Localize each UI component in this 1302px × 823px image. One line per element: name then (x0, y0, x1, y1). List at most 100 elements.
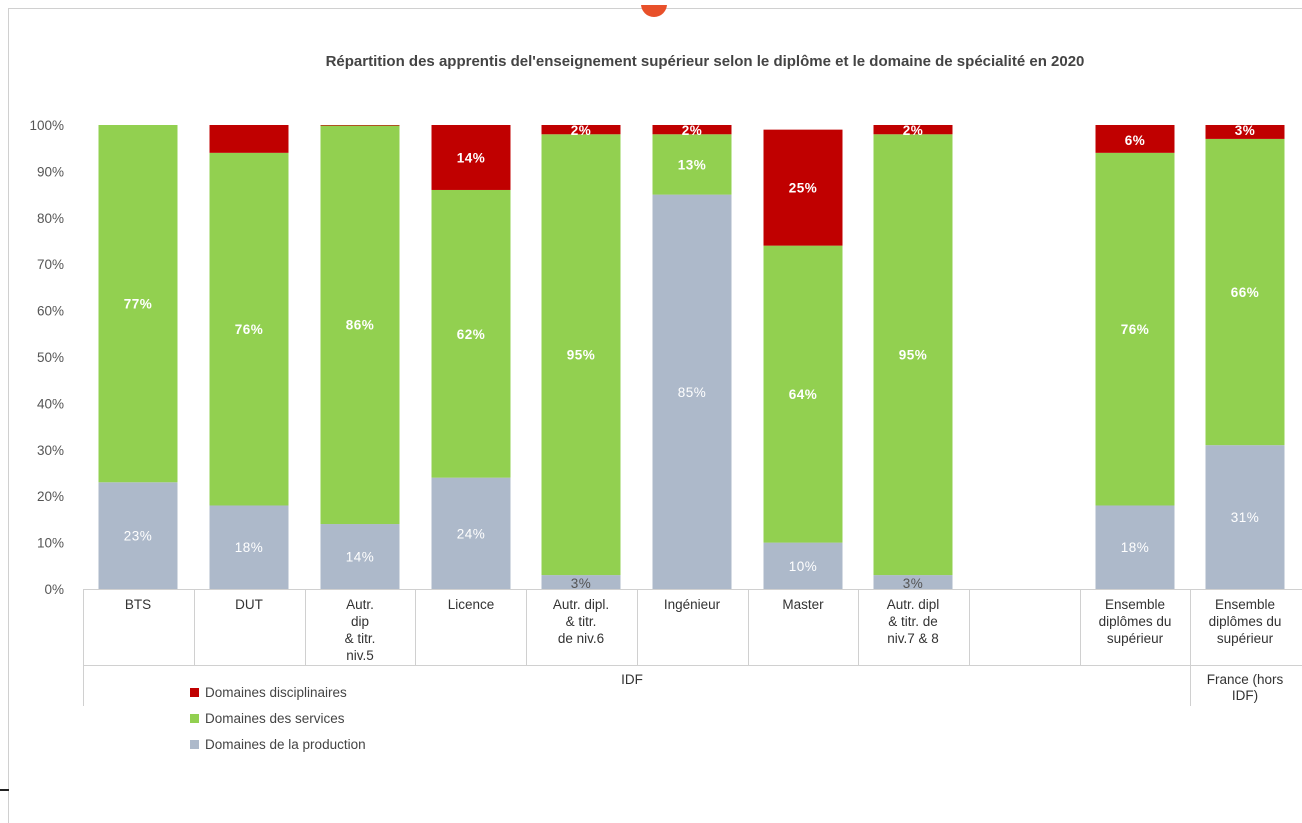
bar-segment (652, 125, 732, 135)
y-tick-label: 20% (37, 489, 64, 504)
y-tick-label: 10% (37, 536, 64, 551)
y-tick-label: 50% (37, 350, 64, 365)
data-label: 85% (678, 385, 707, 400)
x-category-label: Licence (448, 597, 495, 612)
group-label: France (hors (1207, 672, 1284, 687)
bar-segment (431, 477, 511, 589)
data-label: 76% (235, 322, 264, 337)
x-category-label: DUT (235, 597, 263, 612)
y-tick-label: 90% (37, 164, 64, 179)
data-label: 95% (567, 348, 596, 363)
legend-swatch-production (190, 739, 199, 749)
bar-segment (873, 134, 953, 576)
bar-segment (209, 152, 289, 506)
data-label: 25% (789, 181, 818, 196)
bar-segment (209, 125, 289, 153)
data-label: 24% (457, 526, 486, 541)
x-category-label: Autr. dipl. (553, 597, 609, 612)
bar-segment (98, 125, 178, 483)
x-category-label: Autr. (346, 597, 374, 612)
group-label: IDF (621, 672, 643, 687)
x-category-label: & titr. de (888, 614, 938, 629)
chart-frame (8, 5, 1302, 823)
legend-label: Domaines des services (205, 710, 345, 726)
bar-segment (873, 575, 953, 589)
bar-segment (431, 189, 511, 478)
legend-item-services: Domaines des services (190, 710, 345, 726)
x-category-label: & titr. (345, 631, 376, 646)
data-label: 3% (571, 576, 592, 591)
x-category-label: dip (351, 614, 369, 629)
bar-segment (320, 125, 400, 126)
data-label: 3% (1235, 123, 1256, 138)
x-category-label: & titr. (566, 614, 597, 629)
y-tick-label: 70% (37, 257, 64, 272)
data-label: 13% (678, 157, 707, 172)
legend-swatch-disciplinaires (190, 687, 199, 697)
bar-segment (320, 125, 400, 525)
orange-logo-fragment (641, 5, 667, 17)
x-category-label: Ensemble (1105, 597, 1165, 612)
data-label: 86% (346, 318, 375, 333)
data-label: 2% (903, 123, 924, 138)
data-label: 66% (1231, 285, 1260, 300)
bar-segment (320, 524, 400, 589)
x-category-label: diplômes du (1099, 614, 1172, 629)
bar-segment (541, 125, 621, 135)
bar-segment (652, 194, 732, 589)
legend-label: Domaines de la production (205, 736, 366, 752)
data-label: 18% (1121, 540, 1150, 555)
data-label: 62% (457, 327, 486, 342)
y-tick-label: 40% (37, 396, 64, 411)
legend-label: Domaines disciplinaires (205, 684, 347, 700)
data-label: 23% (124, 529, 153, 544)
x-category-label: Autr. dipl (887, 597, 940, 612)
data-label: 14% (457, 150, 486, 165)
y-tick-label: 30% (37, 443, 64, 458)
y-tick-label: 100% (29, 118, 64, 133)
bar-segment (1095, 125, 1175, 153)
legend-item-disciplinaires: Domaines disciplinaires (190, 684, 347, 700)
data-label: 14% (346, 550, 375, 565)
chart-title: Répartition des apprentis del'enseigneme… (325, 53, 1085, 70)
bar-segment (652, 134, 732, 195)
bar-segment (541, 575, 621, 589)
bar-segment (763, 129, 843, 246)
legend-swatch-services (190, 713, 199, 723)
x-category-label: supérieur (1217, 631, 1274, 646)
bar-segment (873, 125, 953, 135)
bar-segment (763, 542, 843, 589)
data-label: 2% (571, 123, 592, 138)
y-tick-label: 60% (37, 304, 64, 319)
data-label: 18% (235, 540, 264, 555)
data-label: 76% (1121, 322, 1150, 337)
x-category-label: Ensemble (1215, 597, 1275, 612)
data-label: 10% (789, 559, 818, 574)
x-category-label: BTS (125, 597, 151, 612)
bar-segment (98, 482, 178, 589)
data-label: 3% (903, 576, 924, 591)
bar-segment (1205, 445, 1285, 589)
group-label: IDF) (1232, 688, 1258, 703)
data-label: 95% (899, 348, 928, 363)
bar-segment (209, 505, 289, 589)
bar-segment (541, 134, 621, 576)
data-label: 2% (682, 123, 703, 138)
x-category-label: Ingénieur (664, 597, 721, 612)
data-label: 64% (789, 387, 818, 402)
data-label: 6% (1125, 133, 1146, 148)
bar-segment (763, 245, 843, 543)
bar-segment (431, 125, 511, 190)
data-label: 31% (1231, 510, 1260, 525)
legend-item-production: Domaines de la production (190, 736, 366, 752)
y-tick-label: 0% (44, 582, 64, 597)
bar-segment (1205, 125, 1285, 139)
bar-segment (1205, 138, 1285, 446)
y-tick-label: 80% (37, 211, 64, 226)
data-label: 77% (124, 297, 153, 312)
bar-segment (1095, 152, 1175, 506)
x-category-label: diplômes du (1209, 614, 1282, 629)
edge-line (0, 789, 9, 791)
x-category-label: niv.7 & 8 (887, 631, 939, 646)
